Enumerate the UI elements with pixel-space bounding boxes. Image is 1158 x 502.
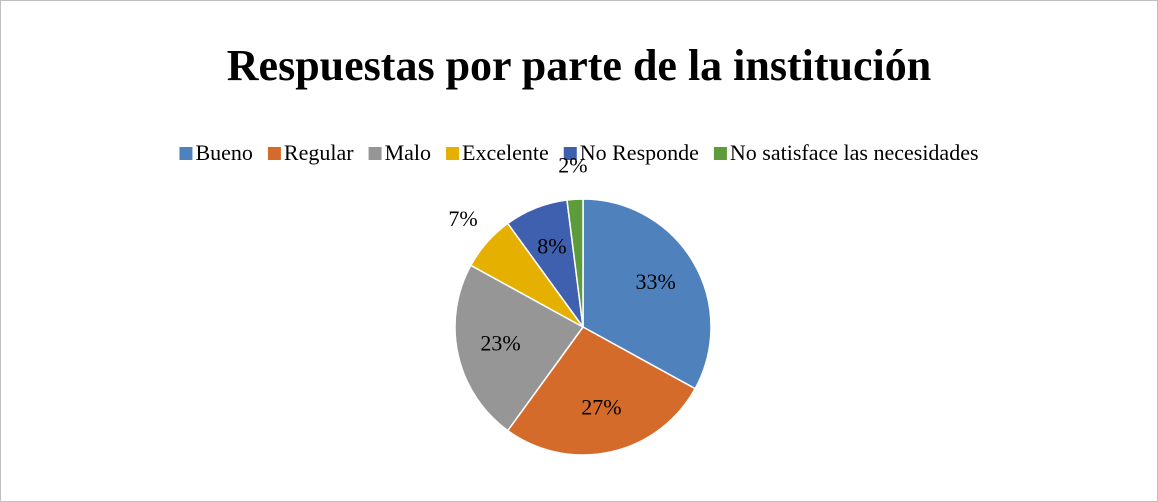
pie-slice bbox=[566, 198, 584, 328]
legend-swatch bbox=[267, 147, 281, 160]
chart-title: Respuestas por parte de la institución bbox=[227, 41, 931, 90]
legend-label: No Responde bbox=[580, 140, 699, 165]
legend-swatch bbox=[713, 147, 727, 160]
legend-label: Bueno bbox=[195, 140, 252, 165]
data-label: 27% bbox=[581, 394, 621, 419]
data-label: 8% bbox=[537, 233, 566, 258]
data-label: 2% bbox=[558, 152, 587, 177]
data-label: 23% bbox=[480, 330, 520, 355]
legend-label: No satisface las necesidades bbox=[730, 140, 979, 165]
data-label: 33% bbox=[636, 269, 676, 294]
legend-swatch bbox=[179, 147, 193, 160]
legend-label: Regular bbox=[284, 140, 354, 165]
legend-label: Excelente bbox=[462, 140, 549, 165]
legend-label: Malo bbox=[385, 140, 431, 165]
legend-swatch bbox=[563, 147, 577, 160]
pie-slice bbox=[582, 198, 712, 390]
pie-slice bbox=[454, 264, 585, 432]
pie-slice bbox=[506, 326, 697, 456]
legend-swatch bbox=[446, 147, 460, 160]
legend-swatch bbox=[368, 147, 382, 160]
data-label: 7% bbox=[448, 206, 477, 231]
